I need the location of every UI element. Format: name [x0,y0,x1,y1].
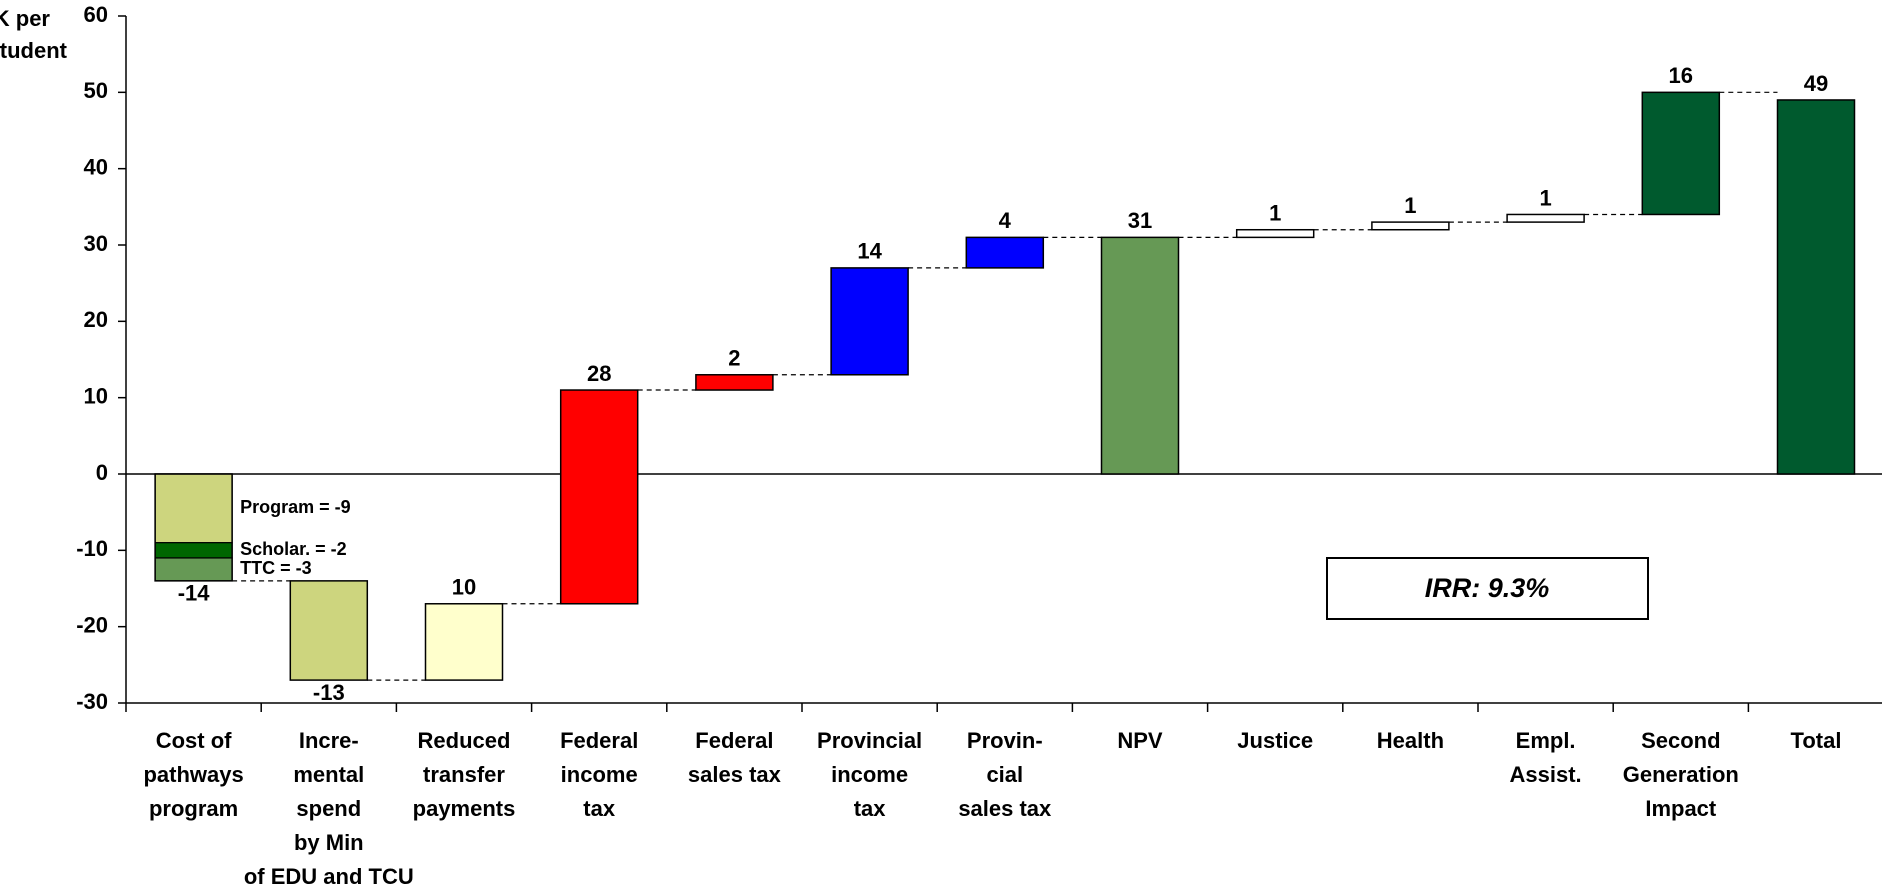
x-tick-label: sales tax [958,796,1052,821]
x-tick-label: income [561,762,638,787]
y-tick-label: 40 [84,154,108,179]
x-tick-label: Federal [560,728,638,753]
x-tick-label: Incre- [299,728,359,753]
y-axis-label: student [0,38,68,63]
x-tick-label: Provincial [817,728,922,753]
x-tick-label: Health [1377,728,1444,753]
value-label: 10 [452,575,476,600]
bar [965,236,1045,269]
value-label: 31 [1128,208,1152,233]
value-label: 1 [1539,185,1551,210]
segment-label: TTC = -3 [240,558,312,578]
bar [1371,221,1450,231]
x-tick-label: sales tax [688,762,782,787]
x-tick-label: pathways [143,762,243,787]
x-tick-label: tax [854,796,887,821]
x-tick-label: transfer [423,762,505,787]
x-tick-label: NPV [1117,728,1163,753]
segment-label: Program = -9 [240,497,351,517]
bar-segment [154,542,233,559]
bar [424,603,504,681]
x-tick-label: by Min [294,830,364,855]
value-label: -13 [313,680,345,705]
value-label: 28 [587,361,611,386]
bar [1506,213,1585,223]
value-label: -14 [178,581,211,606]
bar [1776,99,1856,475]
x-tick-label: tax [583,796,616,821]
bar [289,580,369,681]
bar-segment [154,473,233,544]
annotation: IRR: 9.3% [1425,573,1550,603]
x-tick-label: spend [296,796,361,821]
y-tick-label: 50 [84,78,108,103]
y-tick-label: 30 [84,231,108,256]
x-tick-label: payments [413,796,516,821]
x-tick-label: Assist. [1510,762,1582,787]
x-tick-label: Provin- [967,728,1043,753]
y-tick-label: 0 [96,460,108,485]
x-tick-label: cial [986,762,1023,787]
bar [1100,236,1180,475]
x-tick-label: Justice [1237,728,1313,753]
bar-segment [154,557,233,582]
bar [559,389,639,605]
y-tick-label: 20 [84,307,108,332]
x-tick-label: Federal [695,728,773,753]
x-tick-label: Cost of [156,728,232,753]
x-tick-label: mental [293,762,364,787]
x-tick-label: of EDU and TCU [244,864,414,889]
value-label: 4 [999,208,1012,233]
x-tick-label: income [831,762,908,787]
x-tick-label: Impact [1645,796,1717,821]
x-tick-label: Generation [1623,762,1739,787]
value-label: 16 [1669,63,1693,88]
x-tick-label: program [149,796,238,821]
value-label: 1 [1269,201,1281,226]
y-tick-label: 10 [84,383,108,408]
x-tick-label: Second [1641,728,1720,753]
value-label: 49 [1804,71,1828,96]
x-tick-label: Empl. [1516,728,1576,753]
bar [1641,91,1721,216]
value-label: 2 [728,346,740,371]
x-tick-label: Total [1791,728,1842,753]
bar [830,267,909,376]
x-tick-label: Reduced [418,728,511,753]
bar [695,374,774,391]
y-tick-label: 60 [84,2,108,27]
value-label: 1 [1404,193,1416,218]
segment-label: Scholar. = -2 [240,539,347,559]
annotation-box [1326,557,1649,620]
y-axis-label: $K per [0,6,50,31]
y-tick-label: -20 [76,612,108,637]
bar [1235,228,1315,239]
y-tick-label: -30 [76,689,108,714]
value-label: 14 [857,239,882,264]
bar [154,473,233,582]
y-tick-label: -10 [76,536,108,561]
